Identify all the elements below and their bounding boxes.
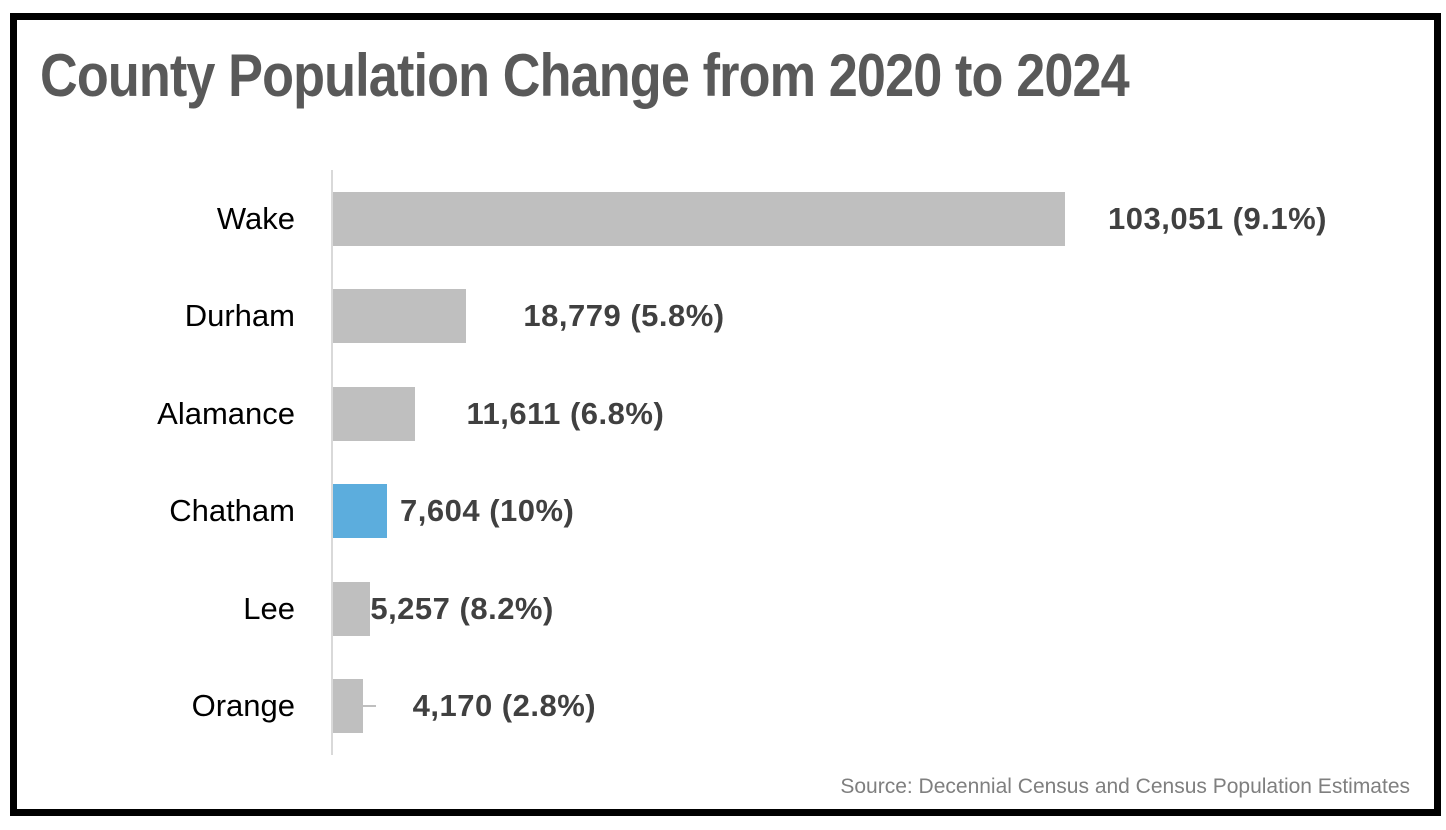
chart-row: Lee 5,257 (8.2%) [17,560,1434,658]
plot-area: 5,257 (8.2%) [333,560,1434,658]
value-label-durham: 18,779 (5.8%) [523,298,725,334]
chart-row: Wake 103,051 (9.1%) [17,170,1434,268]
plot-area: 18,779 (5.8%) [333,268,1434,366]
plot-area: 11,611 (6.8%) [333,365,1434,463]
chart-frame: County Population Change from 2020 to 20… [10,13,1441,816]
bar-wake [333,191,1065,246]
value-label-chatham: 7,604 (10%) [400,493,575,529]
value-label-alamance: 11,611 (6.8%) [466,395,665,431]
bar-chatham [333,484,387,539]
category-label-alamance: Alamance [157,395,295,431]
bar-chart: Wake 103,051 (9.1%) Durham 18,779 (5.8%)… [17,170,1434,755]
bar-alamance [333,386,416,441]
plot-area: 7,604 (10%) [333,463,1434,561]
chart-row: Durham 18,779 (5.8%) [17,268,1434,366]
leader-line [362,705,376,708]
category-label-lee: Lee [243,590,295,626]
value-label-lee: 5,257 (8.2%) [370,590,554,626]
value-label-orange: 4,170 (2.8%) [412,688,597,724]
source-note: Source: Decennial Census and Census Popu… [840,775,1410,798]
chart-row: Chatham 7,604 (10%) [17,463,1434,561]
chart-row: Orange 4,170 (2.8%) [17,658,1434,756]
chart-row: Alamance 11,611 (6.8%) [17,365,1434,463]
chart-title: County Population Change from 2020 to 20… [40,42,1130,109]
bar-durham [333,289,467,344]
category-label-orange: Orange [191,688,295,724]
plot-area: 103,051 (9.1%) [333,170,1434,268]
category-label-chatham: Chatham [169,493,295,529]
bar-lee [333,581,371,636]
chart-rows: Wake 103,051 (9.1%) Durham 18,779 (5.8%)… [17,170,1434,755]
category-label-durham: Durham [184,298,295,334]
category-axis-line [331,170,333,755]
bar-orange [333,679,363,734]
category-label-wake: Wake [216,200,295,236]
plot-area: 4,170 (2.8%) [333,658,1434,756]
value-label-wake: 103,051 (9.1%) [1108,200,1327,236]
